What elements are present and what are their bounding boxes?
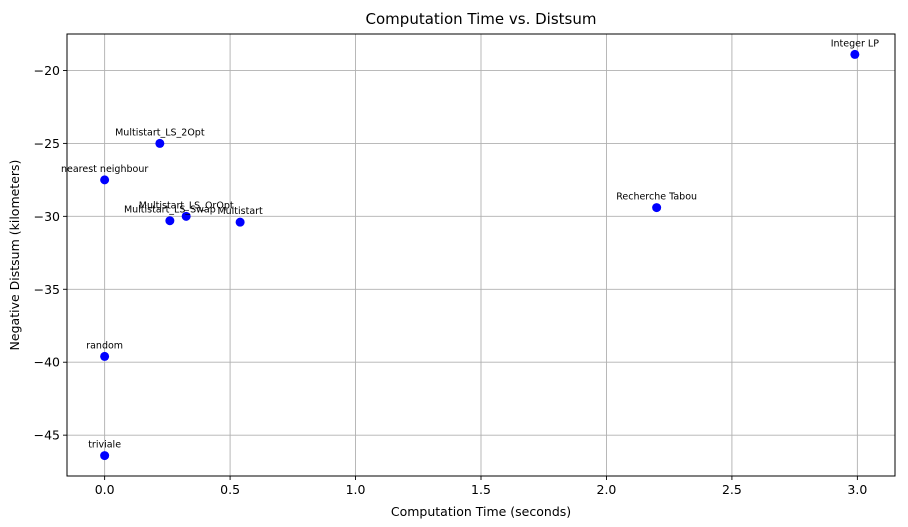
data-point-label: Multistart_LS_Swap (124, 205, 216, 216)
y-tick-label: −20 (34, 63, 60, 78)
data-point-label: Multistart (217, 206, 263, 217)
axis-ticks: 0.0 0.5 1.0 1.5 2.0 2.5 3.0 −45 −40 −35 −30 −25 −20 (34, 63, 868, 497)
y-tick-label: −45 (34, 428, 60, 443)
data-point (850, 49, 860, 59)
data-point (181, 211, 191, 221)
x-tick-label: 2.5 (722, 482, 742, 497)
x-tick-label: 2.0 (597, 482, 617, 497)
data-point (100, 451, 110, 461)
data-point (165, 216, 175, 226)
data-point-label: nearest neighbour (61, 164, 148, 175)
y-axis-label: Negative Distsum (kilometers) (7, 160, 22, 351)
x-tick-label: 1.5 (471, 482, 491, 497)
data-point-label: triviale (88, 440, 121, 451)
data-point (155, 138, 165, 148)
y-tick-label: −25 (34, 136, 60, 151)
data-point-label: Integer LP (831, 38, 879, 49)
x-tick-label: 1.0 (346, 482, 366, 497)
data-point (652, 203, 662, 213)
data-point (100, 175, 110, 185)
x-tick-label: 0.0 (95, 482, 115, 497)
data-point (100, 351, 110, 361)
x-tick-label: 0.5 (220, 482, 240, 497)
chart-title: Computation Time vs. Distsum (366, 10, 597, 28)
x-tick-label: 3.0 (847, 482, 867, 497)
data-point-label: Multistart_LS_OrOpt (139, 200, 234, 211)
x-axis-label: Computation Time (seconds) (391, 504, 571, 519)
data-point-label: Multistart_LS_2Opt (115, 127, 205, 138)
grid-lines (67, 34, 895, 476)
y-tick-label: −35 (34, 282, 60, 297)
data-point-label: random (86, 340, 123, 351)
y-tick-label: −40 (34, 355, 60, 370)
data-point (235, 217, 245, 227)
y-tick-label: −30 (34, 209, 60, 224)
data-point-label: Recherche Tabou (616, 192, 697, 203)
